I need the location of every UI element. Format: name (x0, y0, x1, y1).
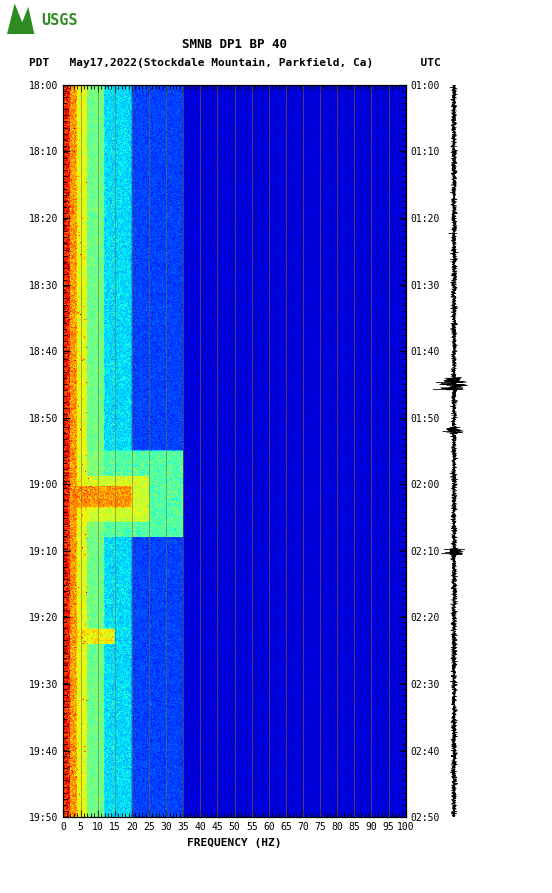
Text: PDT   May17,2022(Stockdale Mountain, Parkfield, Ca)       UTC: PDT May17,2022(Stockdale Mountain, Parkf… (29, 57, 440, 68)
Polygon shape (7, 4, 34, 34)
Text: SMNB DP1 BP 40: SMNB DP1 BP 40 (182, 38, 287, 51)
X-axis label: FREQUENCY (HZ): FREQUENCY (HZ) (187, 838, 282, 847)
Text: USGS: USGS (41, 13, 78, 28)
